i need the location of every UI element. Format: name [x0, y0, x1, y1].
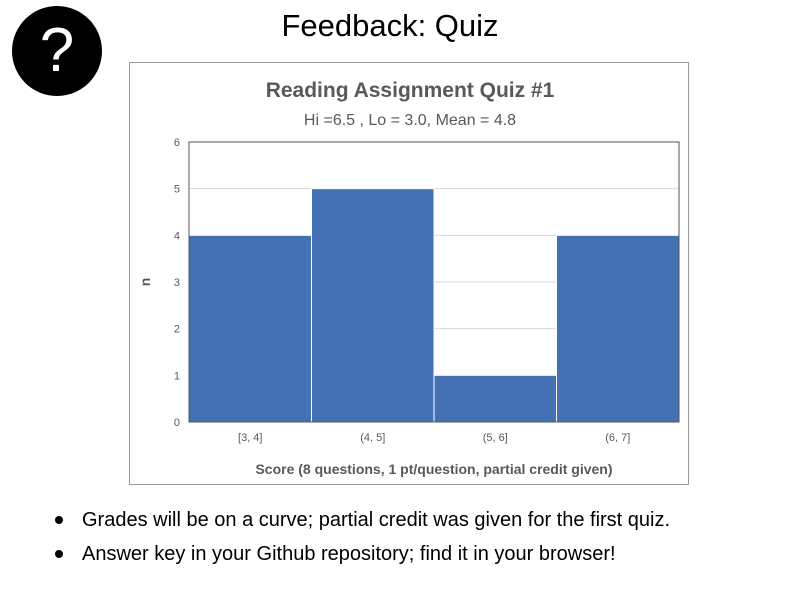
y-tick-label: 5 [174, 184, 180, 196]
y-tick-label: 1 [174, 370, 180, 382]
y-tick-label: 4 [174, 230, 180, 242]
y-tick-label: 2 [174, 324, 180, 336]
histogram-bar [311, 188, 435, 423]
chart-frame: Reading Assignment Quiz #1 Hi =6.5 , Lo … [129, 62, 689, 485]
x-tick-label: (6, 7] [605, 432, 630, 444]
y-tick-label: 6 [174, 137, 180, 149]
histogram-bar [433, 374, 557, 423]
y-tick-label: 0 [174, 417, 180, 429]
bullet-text: Answer key in your Github repository; fi… [82, 543, 616, 565]
x-tick-label: (5, 6] [483, 432, 508, 444]
bullet-item: Answer key in your Github repository; fi… [50, 539, 670, 573]
bullet-list: Grades will be on a curve; partial credi… [50, 505, 670, 573]
slide-title: Feedback: Quiz [281, 8, 499, 43]
x-tick-label: (4, 5] [360, 432, 385, 444]
chart-subtitle: Hi =6.5 , Lo = 3.0, Mean = 4.8 [304, 112, 516, 129]
y-tick-label: 3 [174, 277, 180, 289]
histogram-bar [188, 234, 312, 423]
histogram-bar [556, 234, 680, 423]
plot-area [188, 141, 680, 423]
bullet-item: Grades will be on a curve; partial credi… [50, 505, 670, 539]
bullet-text: Grades will be on a curve; partial credi… [82, 509, 671, 531]
y-axis-label: n [137, 278, 153, 287]
histogram-chart: Reading Assignment Quiz #1 Hi =6.5 , Lo … [137, 79, 680, 477]
question-mark-icon: ? [12, 6, 102, 96]
bullet-dot-icon [55, 516, 63, 524]
question-mark-glyph: ? [39, 16, 75, 85]
x-tick-label: [3, 4] [238, 432, 262, 444]
chart-title: Reading Assignment Quiz #1 [266, 79, 555, 102]
bullet-dot-icon [55, 550, 63, 558]
x-axis-label: Score (8 questions, 1 pt/question, parti… [255, 461, 612, 477]
